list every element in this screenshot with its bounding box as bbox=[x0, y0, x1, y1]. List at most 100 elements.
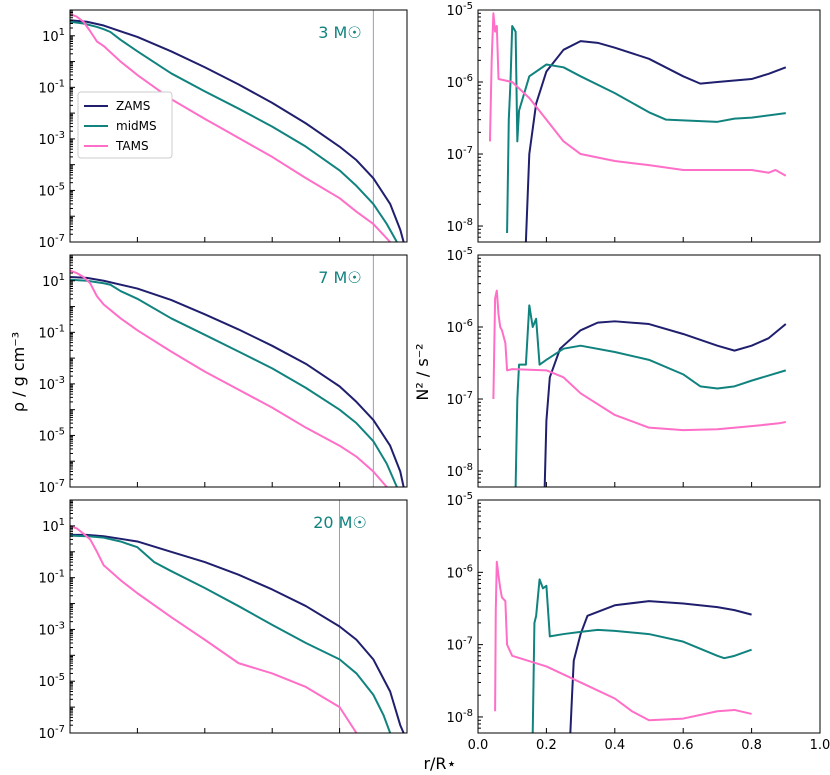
tick-exponent: -3 bbox=[55, 620, 65, 631]
tick-base: 10 bbox=[38, 727, 55, 742]
mass-annotation: 20 M☉ bbox=[313, 513, 367, 532]
tick-base: 10 bbox=[446, 220, 463, 235]
axes-frame bbox=[69, 499, 408, 734]
tick-exponent: -7 bbox=[463, 145, 473, 156]
y-tick-label: 10-7 bbox=[446, 636, 473, 654]
tick-base: 10 bbox=[38, 326, 55, 341]
x-tick-label: 0.4 bbox=[604, 738, 625, 753]
legend-label-TAMS: TAMS bbox=[115, 139, 149, 153]
tick-base: 10 bbox=[38, 236, 55, 251]
tick-exponent: -1 bbox=[55, 569, 65, 580]
tick-exponent: -5 bbox=[55, 181, 65, 192]
series-line-ZAMS bbox=[569, 600, 752, 733]
y-tick-label: 10-8 bbox=[446, 217, 473, 235]
x-tick-label: 0.0 bbox=[468, 738, 489, 753]
tick-base: 10 bbox=[446, 249, 463, 264]
tick-base: 10 bbox=[446, 393, 463, 408]
y-tick-label: 10-8 bbox=[446, 462, 473, 480]
y-tick-label: 10-5 bbox=[38, 181, 65, 199]
series-line-TAMS bbox=[70, 524, 358, 733]
panel-bv-7: 10-510-610-710-8 bbox=[446, 246, 821, 488]
y-tick-label: 10-1 bbox=[38, 569, 65, 587]
tick-exponent: -1 bbox=[55, 323, 65, 334]
y-tick-label: 10-5 bbox=[446, 491, 473, 509]
axes-frame bbox=[69, 254, 408, 488]
y-tick-label: 10-1 bbox=[38, 323, 65, 341]
axes-frame bbox=[477, 254, 821, 488]
y-axis-label-density: ρ / g cm⁻³ bbox=[9, 332, 28, 412]
tick-base: 10 bbox=[38, 429, 55, 444]
y-tick-label: 10-3 bbox=[38, 375, 65, 393]
series-line-TAMS bbox=[492, 289, 786, 432]
tick-base: 10 bbox=[42, 275, 59, 290]
tick-exponent: -5 bbox=[55, 672, 65, 683]
tick-base: 10 bbox=[38, 133, 55, 148]
y-tick-label: 10-6 bbox=[446, 318, 473, 336]
tick-base: 10 bbox=[38, 572, 55, 587]
y-tick-label: 10-5 bbox=[446, 246, 473, 264]
tick-base: 10 bbox=[446, 566, 463, 581]
series-line-midMS bbox=[70, 534, 392, 733]
panel-bv-3: 10-510-610-710-8 bbox=[446, 1, 821, 243]
series-line-midMS bbox=[506, 24, 786, 234]
tick-exponent: -7 bbox=[55, 233, 65, 244]
tick-exponent: -5 bbox=[463, 246, 473, 257]
x-tick-label: 0.6 bbox=[673, 738, 694, 753]
tick-exponent: -8 bbox=[463, 462, 473, 473]
tick-base: 10 bbox=[446, 465, 463, 480]
tick-exponent: 1 bbox=[59, 27, 65, 38]
y-tick-label: 10-7 bbox=[38, 724, 65, 742]
series-line-ZAMS bbox=[70, 276, 405, 487]
y-axis-label-bv: N² / s⁻² bbox=[413, 343, 432, 400]
y-tick-label: 101 bbox=[42, 27, 65, 45]
series-line-ZAMS bbox=[70, 19, 405, 242]
tick-exponent: -7 bbox=[55, 724, 65, 735]
y-tick-label: 10-3 bbox=[38, 130, 65, 148]
tick-base: 10 bbox=[446, 639, 463, 654]
y-tick-label: 10-5 bbox=[446, 1, 473, 19]
series-line-TAMS bbox=[70, 269, 388, 487]
y-tick-label: 10-1 bbox=[38, 78, 65, 96]
mass-annotation: 7 M☉ bbox=[318, 268, 361, 287]
tick-base: 10 bbox=[42, 520, 59, 535]
axes-frame bbox=[477, 9, 821, 243]
y-tick-label: 10-7 bbox=[446, 145, 473, 163]
series-line-TAMS bbox=[494, 560, 752, 722]
tick-base: 10 bbox=[446, 4, 463, 19]
tick-base: 10 bbox=[42, 30, 59, 45]
y-tick-label: 10-3 bbox=[38, 620, 65, 638]
tick-exponent: -5 bbox=[463, 1, 473, 12]
mass-annotation: 3 M☉ bbox=[318, 23, 361, 42]
series-line-TAMS bbox=[488, 12, 787, 177]
y-tick-label: 10-8 bbox=[446, 708, 473, 726]
y-tick-label: 10-5 bbox=[38, 672, 65, 690]
tick-exponent: -7 bbox=[55, 478, 65, 489]
y-tick-label: 10-7 bbox=[38, 233, 65, 251]
x-tick-label: 0.2 bbox=[536, 738, 557, 753]
x-tick-label: 1.0 bbox=[810, 738, 830, 753]
series-line-midMS bbox=[514, 304, 787, 487]
tick-exponent: -3 bbox=[55, 375, 65, 386]
y-tick-label: 10-5 bbox=[38, 426, 65, 444]
series-line-ZAMS bbox=[70, 533, 405, 733]
panel-bv-20: 0.0 0.2 0.4 0.6 0.8 1.010-510-610-710-8 bbox=[446, 491, 830, 753]
y-tick-label: 10-6 bbox=[446, 73, 473, 91]
y-tick-label: 10-7 bbox=[446, 390, 473, 408]
y-tick-label: 10-7 bbox=[38, 478, 65, 496]
series-line-ZAMS bbox=[524, 40, 787, 242]
legend-box bbox=[77, 91, 173, 159]
legend: ZAMS midMS TAMS bbox=[77, 91, 173, 159]
tick-exponent: -3 bbox=[55, 130, 65, 141]
tick-base: 10 bbox=[38, 81, 55, 96]
tick-exponent: -5 bbox=[55, 426, 65, 437]
y-tick-label: 10-6 bbox=[446, 563, 473, 581]
tick-exponent: 1 bbox=[59, 517, 65, 528]
axes-frame bbox=[477, 499, 821, 734]
tick-exponent: -8 bbox=[463, 217, 473, 228]
legend-label-ZAMS: ZAMS bbox=[116, 99, 150, 113]
tick-base: 10 bbox=[446, 711, 463, 726]
tick-exponent: -1 bbox=[55, 78, 65, 89]
tick-exponent: -6 bbox=[463, 318, 473, 329]
